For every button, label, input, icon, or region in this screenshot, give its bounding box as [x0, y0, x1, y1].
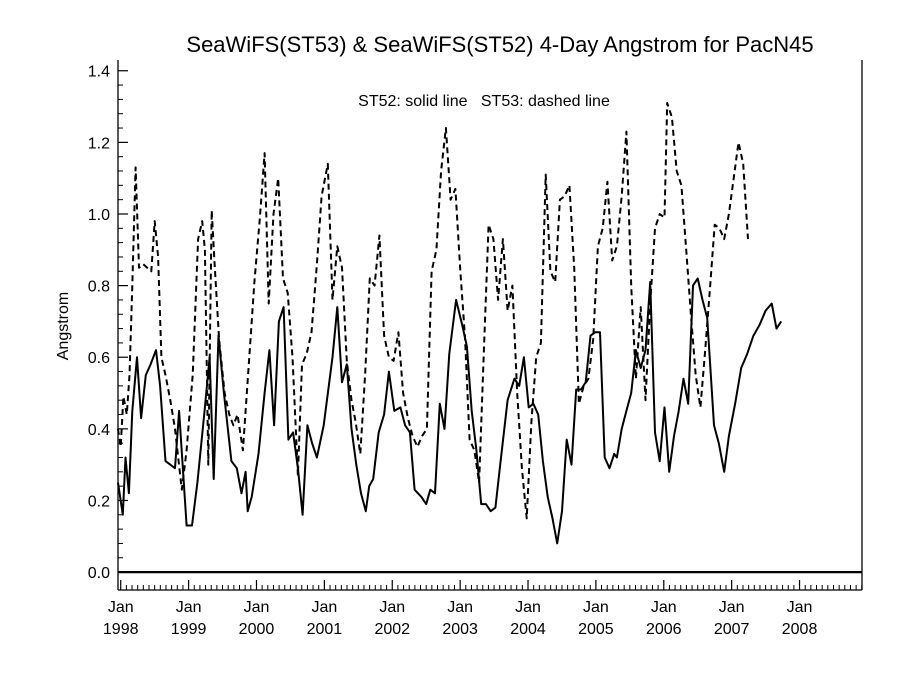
x-tick-year: 2000: [239, 621, 275, 638]
x-tick-month: Jan: [651, 599, 677, 616]
x-tick-month: Jan: [108, 599, 134, 616]
y-tick-label: 0.0: [88, 565, 110, 582]
x-tick-month: Jan: [787, 599, 813, 616]
x-tick-year: 2001: [307, 621, 343, 638]
y-tick-label: 0.6: [88, 350, 110, 367]
x-tick-month: Jan: [244, 599, 270, 616]
series-line-st52: [117, 277, 783, 545]
y-tick-label: 0.4: [88, 422, 110, 439]
y-tick-label: 1.0: [88, 207, 110, 224]
x-tick-year: 2007: [714, 621, 750, 638]
axes: [117, 60, 863, 591]
x-tick-month: Jan: [379, 599, 405, 616]
y-tick-label: 1.4: [88, 64, 110, 81]
x-tick-month: Jan: [176, 599, 202, 616]
x-tick-month: Jan: [719, 599, 745, 616]
y-tick-label: 1.2: [88, 135, 110, 152]
x-tick-year: 2002: [374, 621, 410, 638]
x-tick-year: 2006: [646, 621, 682, 638]
y-axis-label: Angstrom: [55, 292, 72, 360]
x-tick-year: 2004: [510, 621, 546, 638]
series-line-st53: [117, 102, 749, 520]
ticks: 0.0 0.2 0.4 0.6 0.8 1.0 1.2 1.4 Jan 1998 Jan 1999 Ja…: [88, 64, 863, 638]
x-tick-month: Jan: [515, 599, 541, 616]
x-tick-year: 2003: [442, 621, 478, 638]
x-tick-month: Jan: [447, 599, 473, 616]
x-tick-year: 2005: [578, 621, 614, 638]
x-tick-year: 2008: [782, 621, 818, 638]
x-tick-month: Jan: [583, 599, 609, 616]
x-tick-year: 1999: [171, 621, 207, 638]
x-tick-year: 1998: [103, 621, 139, 638]
legend-annotation: ST52: solid line ST53: dashed line: [358, 93, 610, 110]
y-tick-label: 0.2: [88, 493, 110, 510]
chart-title: SeaWiFS(ST53) & SeaWiFS(ST52) 4-Day Angs…: [186, 32, 813, 57]
x-tick-month: Jan: [311, 599, 337, 616]
plot-area: [117, 102, 862, 574]
y-tick-label: 0.8: [88, 279, 110, 296]
